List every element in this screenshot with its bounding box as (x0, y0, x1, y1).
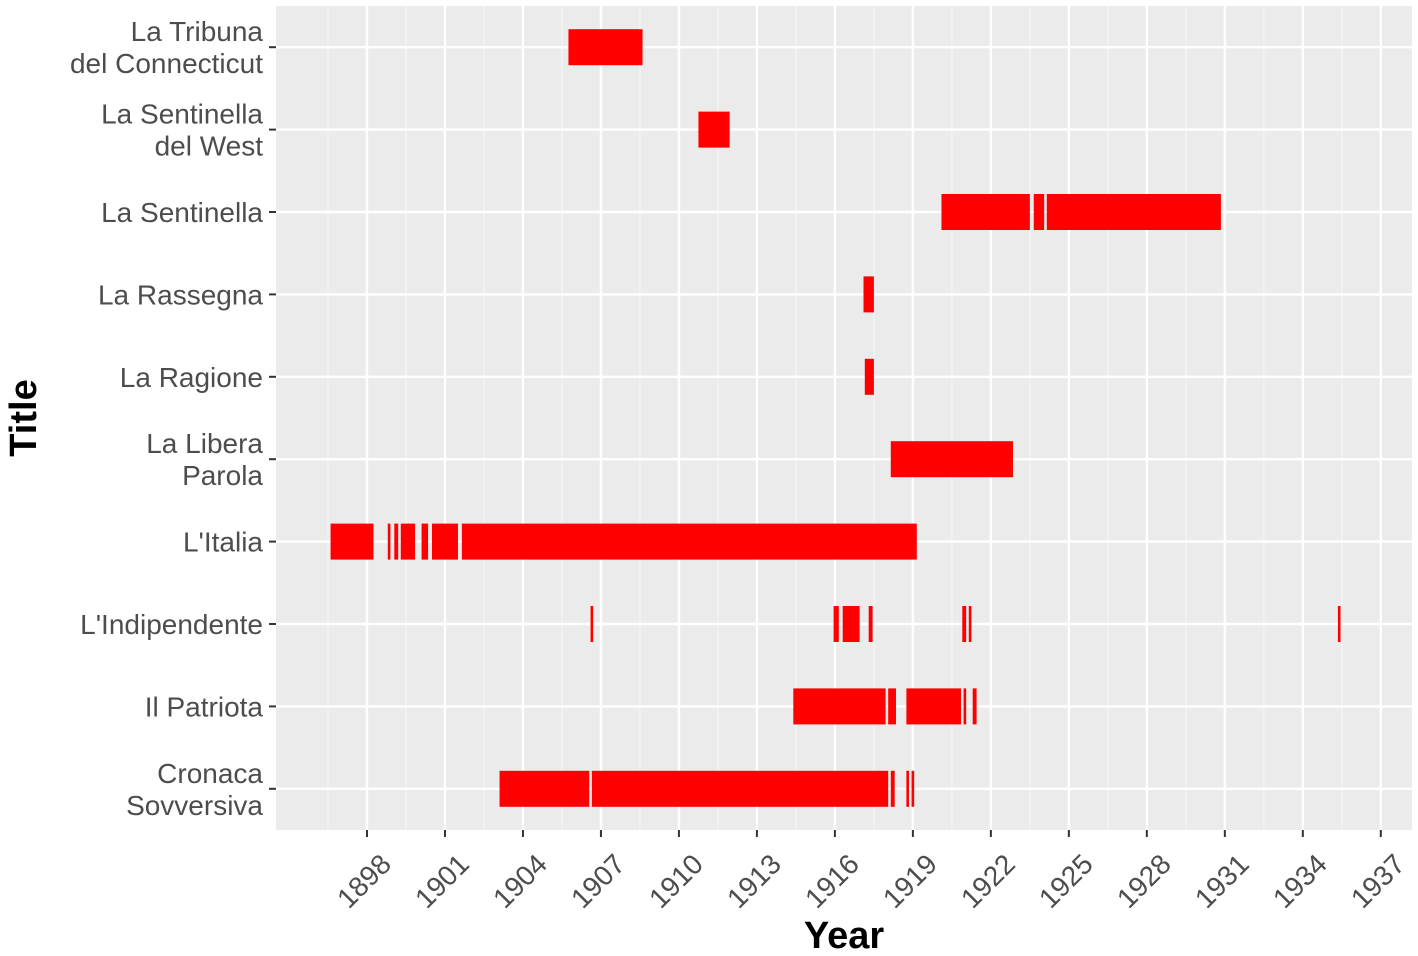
bar-segment (461, 523, 917, 560)
bar-segment (591, 770, 889, 807)
y-tick-label: La Rassegna (98, 279, 263, 310)
y-tick-label: del West (155, 131, 264, 162)
y-tick-label: La Sentinella (101, 197, 263, 228)
x-axis: 1898 1901 1904 1907 1910 1913 1916 1919 1922 1925… (331, 830, 1411, 914)
bar-segment (698, 111, 730, 148)
x-tick-label: 1934 (1267, 848, 1333, 914)
x-tick-label: 1919 (877, 848, 943, 914)
bar-segment (568, 29, 643, 66)
y-tick-label: del Connecticut (70, 48, 263, 79)
bars (330, 29, 1341, 807)
bar-segment (906, 770, 909, 807)
x-tick-label: 1931 (1189, 848, 1255, 914)
x-tick-label: 1937 (1345, 848, 1411, 914)
bar-segment (972, 688, 977, 725)
minor-gridlines (327, 6, 1343, 830)
bar-segment (833, 606, 839, 642)
bar-segment (890, 441, 1013, 478)
bar-segment (963, 688, 967, 725)
major-gridlines (276, 6, 1412, 830)
x-tick-label: 1904 (487, 848, 553, 914)
x-tick-label: 1922 (955, 848, 1021, 914)
y-tick-label: L'Indipendente (80, 609, 263, 640)
bar-segment (499, 770, 590, 807)
bar-segment (1033, 194, 1045, 230)
bar-segment (1337, 606, 1341, 642)
x-tick-label: 1910 (643, 848, 709, 914)
x-tick-label: 1907 (565, 848, 631, 914)
bar-segment (864, 358, 874, 395)
y-tick-label: La Sentinella (101, 99, 263, 130)
bar-segment (590, 606, 594, 642)
bar-segment (890, 770, 895, 807)
bar-segment (911, 770, 915, 807)
bar-segment (330, 523, 374, 560)
x-tick-label: 1913 (721, 848, 787, 914)
y-tick-label: La Libera (146, 428, 263, 459)
bar-segment (842, 606, 860, 642)
x-tick-label: 1898 (331, 848, 397, 914)
x-tick-label: 1928 (1111, 848, 1177, 914)
bar-segment (1046, 194, 1221, 230)
y-tick-label: L'Italia (183, 527, 263, 558)
x-axis-title: Year (804, 915, 885, 956)
y-tick-label: Parola (182, 460, 263, 491)
y-tick-label: Sovversiva (126, 790, 263, 821)
y-axis-title: Title (3, 379, 45, 456)
bar-segment (863, 276, 874, 313)
bar-segment (906, 688, 961, 725)
bar-segment (387, 523, 391, 560)
y-tick-label: Il Patriota (145, 691, 264, 722)
x-tick-label: 1925 (1033, 848, 1099, 914)
x-tick-label: 1901 (409, 848, 475, 914)
y-tick-label: La Ragione (120, 362, 263, 393)
bar-segment (394, 523, 399, 560)
x-tick-label: 1916 (799, 848, 865, 914)
bar-segment (400, 523, 416, 560)
bar-segment (888, 688, 896, 725)
bar-segment (868, 606, 873, 642)
bar-segment (793, 688, 886, 725)
bar-segment (968, 606, 972, 642)
bar-segment (421, 523, 429, 560)
bar-segment (941, 194, 1030, 230)
bar-segment (962, 606, 967, 642)
bar-segment (431, 523, 458, 560)
y-tick-label: La Tribuna (131, 16, 264, 47)
y-tick-label: Cronaca (157, 758, 263, 789)
